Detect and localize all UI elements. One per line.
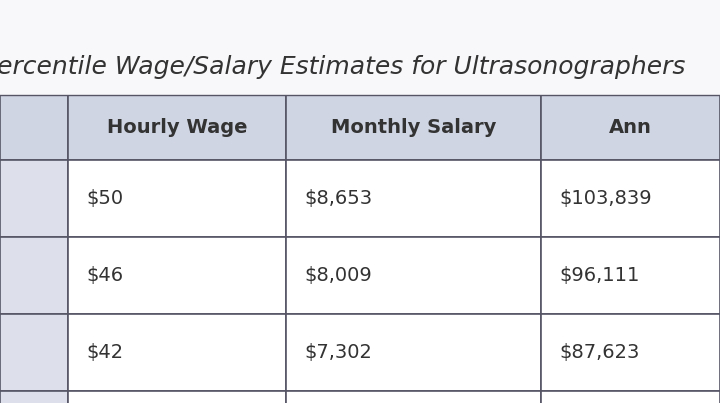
Text: $8,009: $8,009: [304, 266, 372, 285]
Text: $8,653: $8,653: [304, 189, 372, 208]
Bar: [0, 391, 68, 403]
Text: Percentile Wage/Salary Estimates for Ultrasonographers: Percentile Wage/Salary Estimates for Ult…: [0, 55, 685, 79]
Bar: [286, 95, 541, 160]
Bar: [68, 95, 286, 160]
Bar: [286, 314, 541, 391]
Bar: [68, 391, 286, 403]
Bar: [0, 314, 68, 391]
Bar: [0, 237, 68, 314]
Bar: [541, 314, 720, 391]
Bar: [286, 160, 541, 237]
Bar: [541, 160, 720, 237]
Bar: [68, 160, 286, 237]
Bar: [68, 237, 286, 314]
Text: $46: $46: [86, 266, 123, 285]
Bar: [68, 314, 286, 391]
Bar: [0, 160, 68, 237]
Bar: [0, 0, 720, 95]
Bar: [541, 95, 720, 160]
Bar: [286, 391, 541, 403]
Text: Hourly Wage: Hourly Wage: [107, 118, 247, 137]
Text: Monthly Salary: Monthly Salary: [330, 118, 496, 137]
Bar: [541, 237, 720, 314]
Text: $42: $42: [86, 343, 123, 362]
Bar: [286, 237, 541, 314]
Text: $96,111: $96,111: [559, 266, 639, 285]
Bar: [541, 391, 720, 403]
Text: $50: $50: [86, 189, 123, 208]
Text: $87,623: $87,623: [559, 343, 639, 362]
Text: $103,839: $103,839: [559, 189, 652, 208]
Text: $7,302: $7,302: [304, 343, 372, 362]
Bar: [0, 95, 68, 160]
Text: Ann: Ann: [609, 118, 652, 137]
